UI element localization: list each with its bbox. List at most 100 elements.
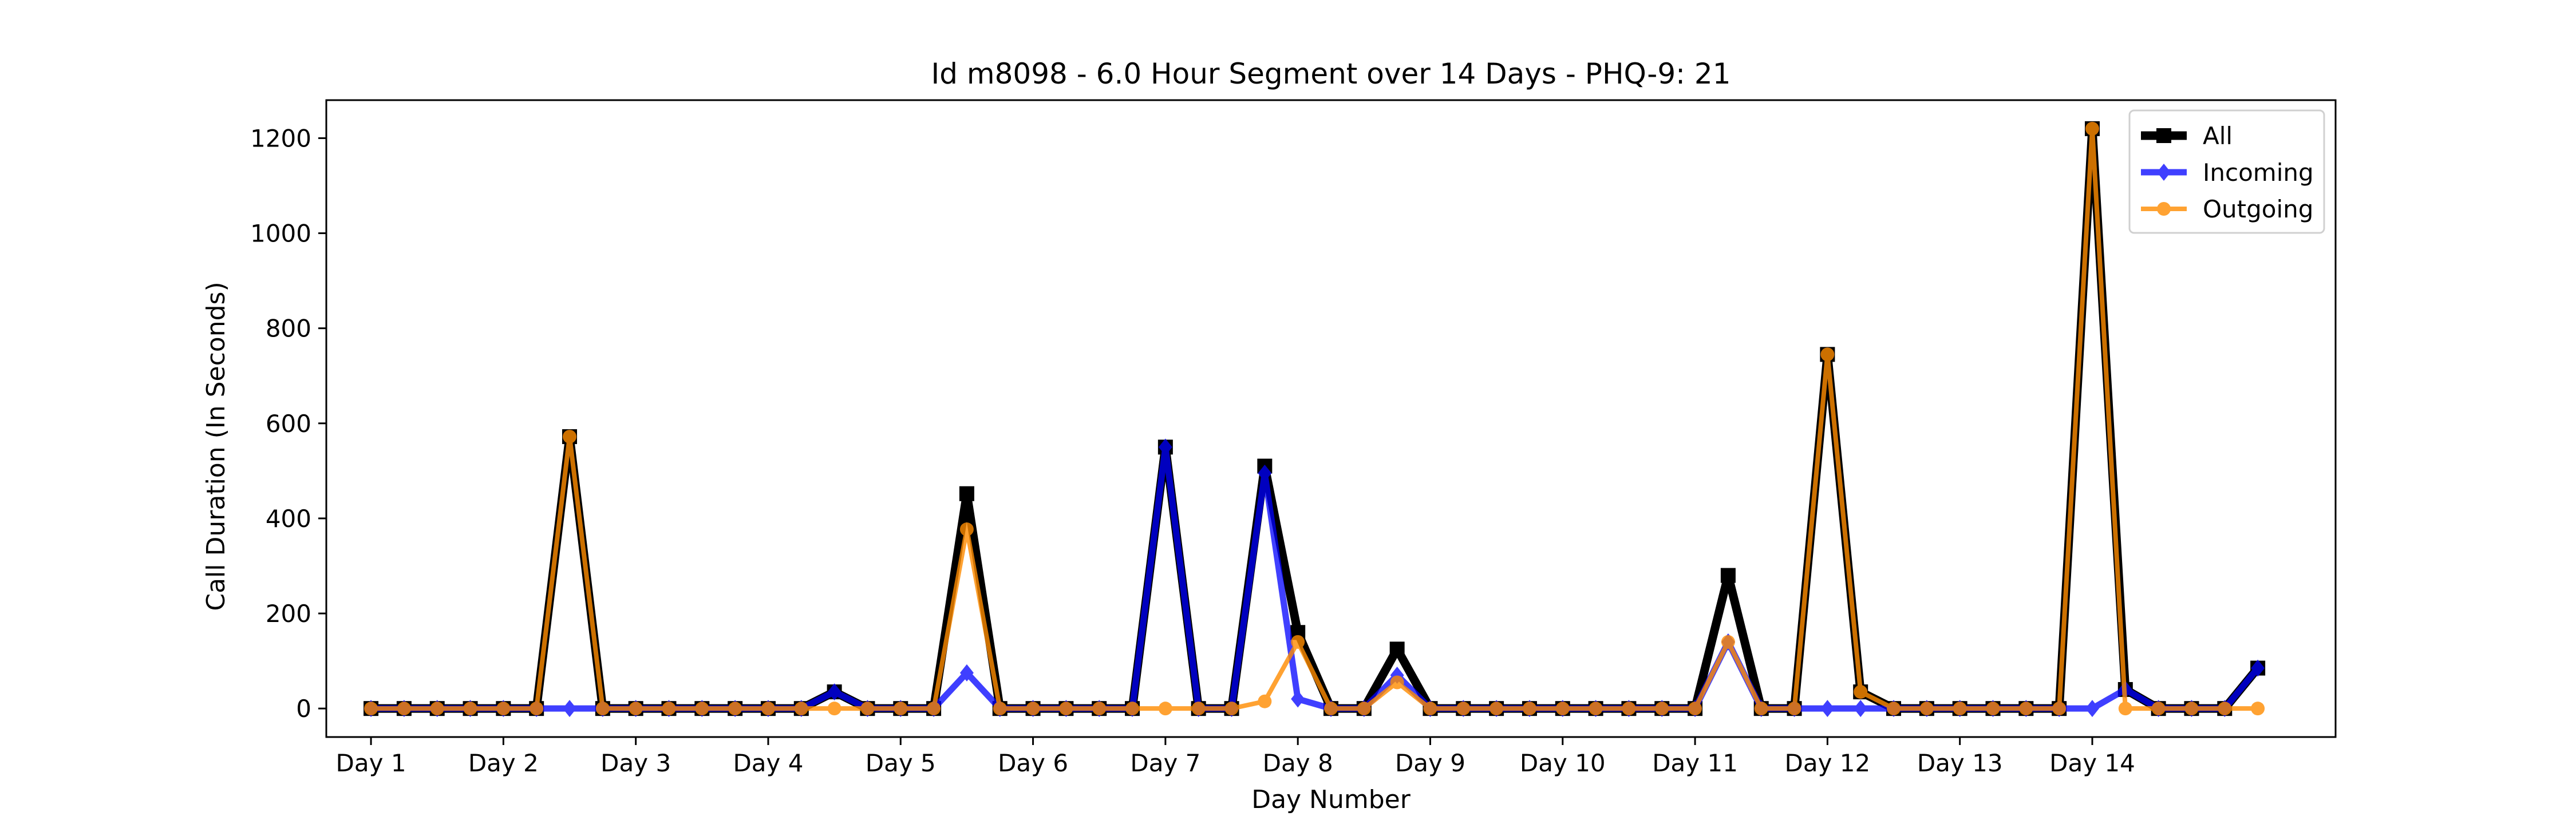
data-point-circle	[1357, 702, 1371, 716]
x-tick-label: Day 12	[1785, 749, 1871, 777]
y-tick-label: 1200	[250, 124, 311, 152]
data-point-circle	[1986, 702, 2000, 716]
data-point-diamond	[2157, 164, 2171, 181]
x-tick-label: Day 5	[866, 749, 936, 777]
data-point-circle	[1854, 685, 1868, 699]
data-point-circle	[1059, 702, 1073, 716]
data-point-circle	[1688, 702, 1702, 716]
data-point-circle	[794, 702, 808, 716]
data-point-circle	[1787, 702, 1801, 716]
data-point-circle	[397, 702, 411, 716]
x-tick-label: Day 7	[1130, 749, 1200, 777]
legend-label: Outgoing	[2203, 195, 2313, 223]
x-tick-label: Day 14	[2049, 749, 2135, 777]
data-point-square	[1389, 641, 1405, 657]
y-tick-label: 800	[266, 315, 311, 343]
data-point-circle	[1026, 702, 1040, 716]
legend-item	[2141, 164, 2187, 181]
x-tick-label: Day 4	[733, 749, 803, 777]
data-point-circle	[2184, 702, 2199, 716]
data-point-circle	[927, 702, 941, 716]
y-tick-label: 600	[266, 410, 311, 438]
data-point-diamond	[563, 700, 577, 718]
data-point-circle	[761, 702, 775, 716]
data-point-diamond	[827, 683, 841, 701]
data-point-circle	[463, 702, 477, 716]
legend-box	[2128, 109, 2325, 234]
data-point-circle	[496, 702, 511, 716]
data-point-circle	[1125, 702, 1140, 716]
data-point-diamond	[959, 664, 974, 682]
x-tick-label: Day 6	[998, 749, 1068, 777]
data-point-circle	[530, 702, 544, 716]
data-point-circle	[894, 702, 908, 716]
y-axis-label: Call Duration (In Seconds)	[202, 282, 231, 611]
y-tick-label: 400	[266, 505, 311, 533]
data-point-circle	[2151, 702, 2166, 716]
series-outgoing	[364, 121, 2265, 716]
x-tick-label: Day 8	[1263, 749, 1333, 777]
data-point-circle	[695, 702, 709, 716]
data-point-circle	[662, 702, 676, 716]
data-point-circle	[1224, 702, 1239, 716]
data-point-circle	[1191, 702, 1206, 716]
data-point-circle	[364, 702, 378, 716]
data-point-circle	[430, 702, 444, 716]
x-tick-label: Day 1	[336, 749, 406, 777]
legend-label: All	[2203, 122, 2233, 150]
data-point-circle	[2218, 702, 2232, 716]
data-point-circle	[2019, 702, 2033, 716]
data-point-circle	[1754, 702, 1768, 716]
data-point-circle	[1555, 702, 1570, 716]
data-point-circle	[1820, 347, 1835, 362]
legend-label: Incoming	[2203, 159, 2314, 187]
data-point-circle	[827, 702, 841, 716]
data-point-circle	[1092, 702, 1107, 716]
data-point-circle	[1490, 702, 1504, 716]
data-point-square	[959, 486, 974, 501]
data-point-circle	[860, 702, 875, 716]
legend-item	[2141, 128, 2187, 143]
data-point-diamond	[1291, 690, 1305, 708]
data-point-square	[1720, 568, 1736, 583]
x-tick-label: Day 13	[1917, 749, 2003, 777]
data-point-circle	[1456, 702, 1471, 716]
data-point-circle	[1589, 702, 1603, 716]
x-tick-label: Day 2	[468, 749, 539, 777]
data-point-circle	[629, 702, 643, 716]
data-point-diamond	[1158, 438, 1172, 456]
plot-frame	[325, 99, 2337, 738]
data-point-diamond	[1258, 465, 1272, 482]
x-tick-label: Day 3	[600, 749, 671, 777]
y-tick-label: 0	[296, 695, 311, 723]
data-point-circle	[1390, 675, 1404, 690]
data-point-circle	[1324, 702, 1338, 716]
data-point-circle	[993, 702, 1007, 716]
data-point-diamond	[1820, 700, 1835, 718]
data-point-circle	[1291, 635, 1305, 649]
data-point-circle	[2052, 702, 2067, 716]
y-tick-label: 200	[266, 600, 311, 628]
data-point-circle	[1622, 702, 1636, 716]
data-point-circle	[1655, 702, 1669, 716]
series-line	[371, 126, 2258, 711]
data-point-diamond	[1854, 700, 1868, 718]
data-point-circle	[1919, 702, 1934, 716]
legend-item	[2141, 202, 2187, 216]
data-point-diamond	[2085, 700, 2099, 718]
data-point-circle	[2157, 202, 2171, 216]
x-tick-label: Day 10	[1520, 749, 1606, 777]
data-point-circle	[1423, 702, 1437, 716]
y-tick-label: 1000	[250, 220, 311, 248]
data-point-circle	[1887, 702, 1901, 716]
x-tick-label: Day 9	[1395, 749, 1465, 777]
data-point-square	[2156, 128, 2171, 143]
data-point-circle	[563, 430, 577, 444]
data-point-circle	[728, 702, 742, 716]
legend: All Incoming Outgoing	[2128, 109, 2325, 234]
x-tick-label: Day 11	[1652, 749, 1738, 777]
data-point-circle	[1158, 702, 1172, 716]
data-point-circle	[1522, 702, 1536, 716]
x-axis-label: Day Number	[1251, 785, 1411, 814]
